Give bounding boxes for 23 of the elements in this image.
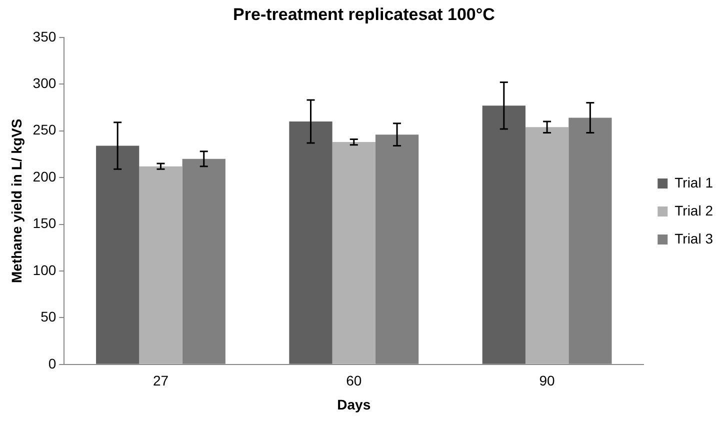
y-tick-label: 250	[32, 122, 56, 138]
x-tick-label: 90	[539, 372, 556, 389]
bar	[482, 106, 526, 364]
x-tick-label: 27	[152, 372, 169, 389]
y-tick-label: 0	[48, 355, 56, 372]
chart-title: Pre-treatment replicatesat 100°C	[233, 4, 495, 24]
y-tick-label: 150	[32, 215, 56, 232]
y-tick-label: 300	[32, 74, 56, 91]
y-tick-label: 50	[40, 308, 56, 325]
x-tick-label: 60	[346, 372, 362, 389]
legend-label: Trial 3	[674, 230, 714, 246]
legend-label: Trial 2	[674, 202, 714, 218]
legend-label: Trial 1	[674, 174, 714, 190]
bar	[289, 121, 332, 364]
y-tick-label: 200	[32, 168, 56, 184]
bar	[139, 166, 182, 364]
bar	[332, 142, 376, 364]
y-tick-label: 100	[32, 262, 56, 278]
bar	[525, 127, 569, 364]
y-tick-label: 350	[32, 28, 56, 44]
y-axis-title: Methane yield in L/ kgVS	[8, 118, 24, 283]
x-axis-title: Days	[337, 396, 371, 412]
bar	[96, 146, 140, 364]
